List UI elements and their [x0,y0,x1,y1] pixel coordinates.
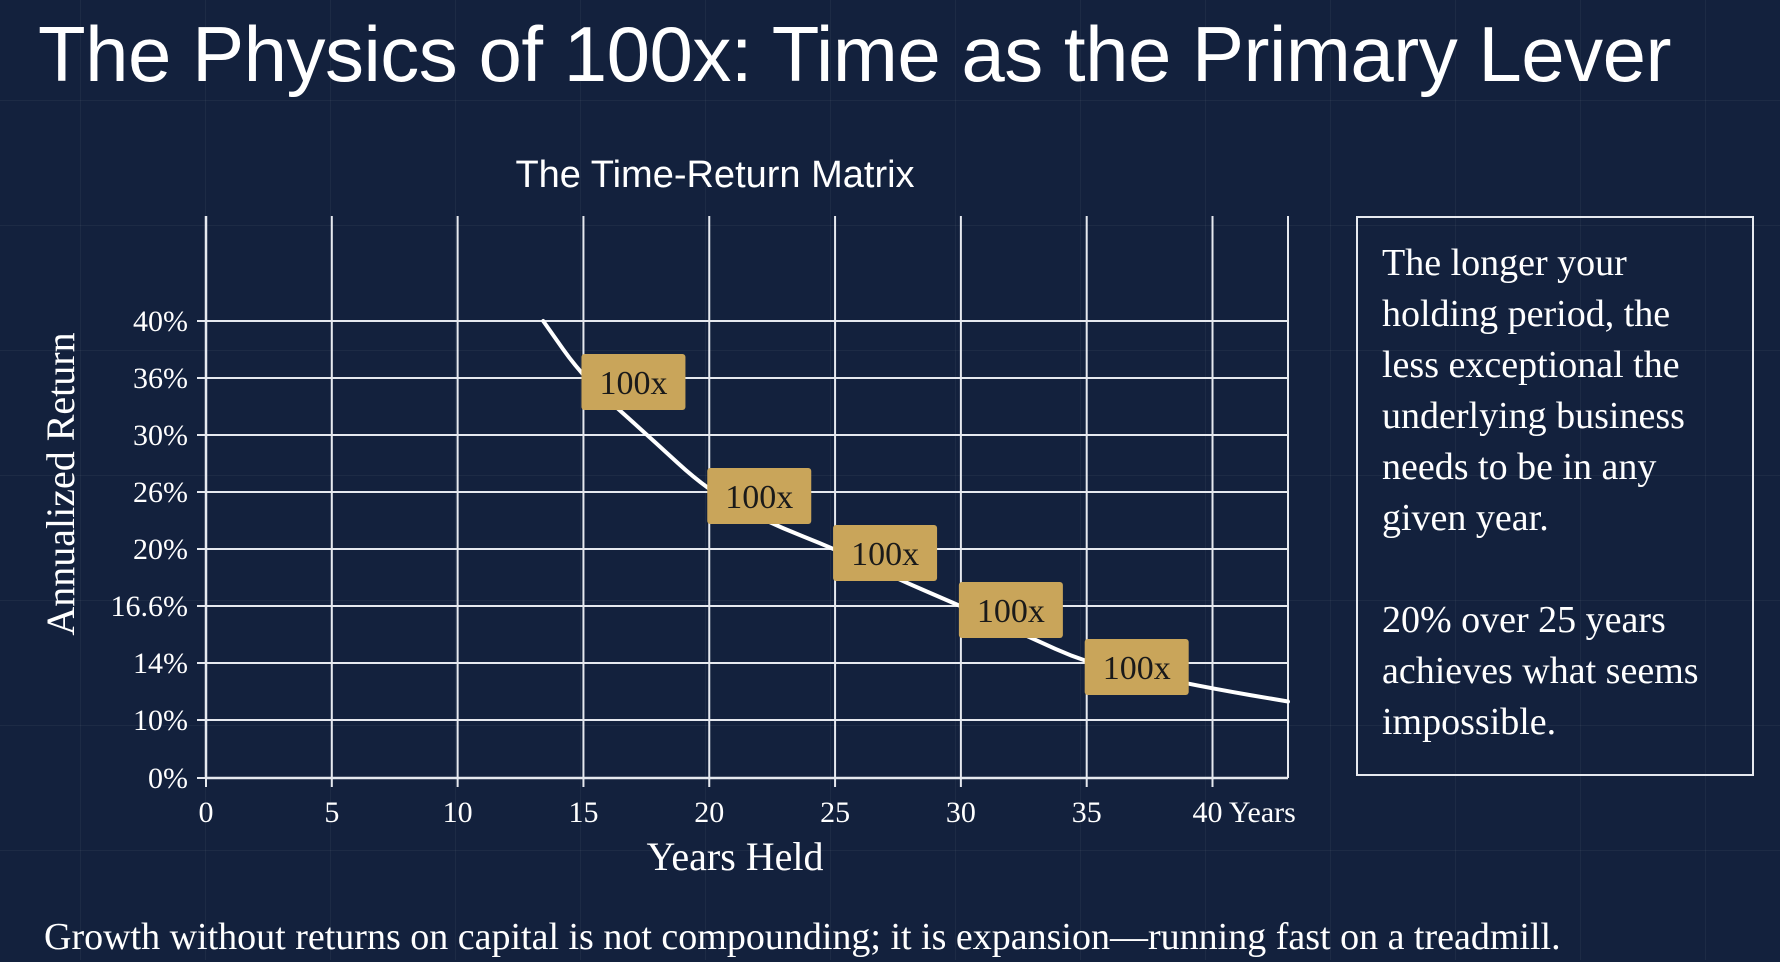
y-tick-label: 40% [133,305,188,338]
x-tick-label: 15 [568,796,598,829]
axis-layer: 0 5 10 15 20 25 30 35 40 Years 0% 10% 14% 16.6% 20% 26… [111,216,1296,829]
marker-label: 100x [725,479,793,516]
marker-100x: 100x [707,468,812,524]
y-tick-label: 0% [148,762,188,795]
x-tick-label: 0 [199,796,214,829]
marker-box [833,525,938,581]
marker-100x: 100x [833,525,938,581]
marker-label: 100x [599,365,667,402]
marker-box [707,468,812,524]
y-axis-title: Annualized Return [38,332,83,635]
x-tick-label: 5 [324,796,339,829]
x-tick-label: 20 [694,796,724,829]
chart-title: The Time-Return Matrix [515,154,914,196]
marker-label: 100x [977,593,1045,630]
y-tick-label: 16.6% [111,590,189,623]
x-axis-title: Years Held [646,834,823,879]
marker-box [958,582,1063,638]
y-tick-label: 14% [133,647,188,680]
y-tick-label: 20% [133,533,188,566]
x-tick-label: 35 [1072,796,1102,829]
x-tick-label: 10 [443,796,473,829]
marker-layer: 100x 100x 100x 100x 100x [581,354,1189,695]
marker-label: 100x [851,536,919,573]
y-tick-label: 26% [133,476,188,509]
page-title: The Physics of 100x: Time as the Primary… [38,10,1671,98]
y-tick-label: 30% [133,419,188,452]
marker-100x: 100x [581,354,686,410]
callout-box: The longer your holding period, the less… [1356,216,1754,776]
x-tick-label: 25 [820,796,850,829]
x-tick-label: 30 [946,796,976,829]
marker-100x: 100x [1084,639,1189,695]
footer-quote: Growth without returns on capital is not… [44,916,1561,958]
callout-paragraph-1: The longer your holding period, the less… [1382,242,1685,539]
callout-paragraph-2: 20% over 25 years achieves what seems im… [1382,599,1699,743]
marker-box [581,354,686,410]
y-tick-label: 10% [133,704,188,737]
marker-100x: 100x [958,582,1063,638]
marker-box [1084,639,1189,695]
marker-label: 100x [1103,650,1171,687]
x-tick-label: 40 Years [1193,796,1296,829]
y-tick-label: 36% [133,362,188,395]
